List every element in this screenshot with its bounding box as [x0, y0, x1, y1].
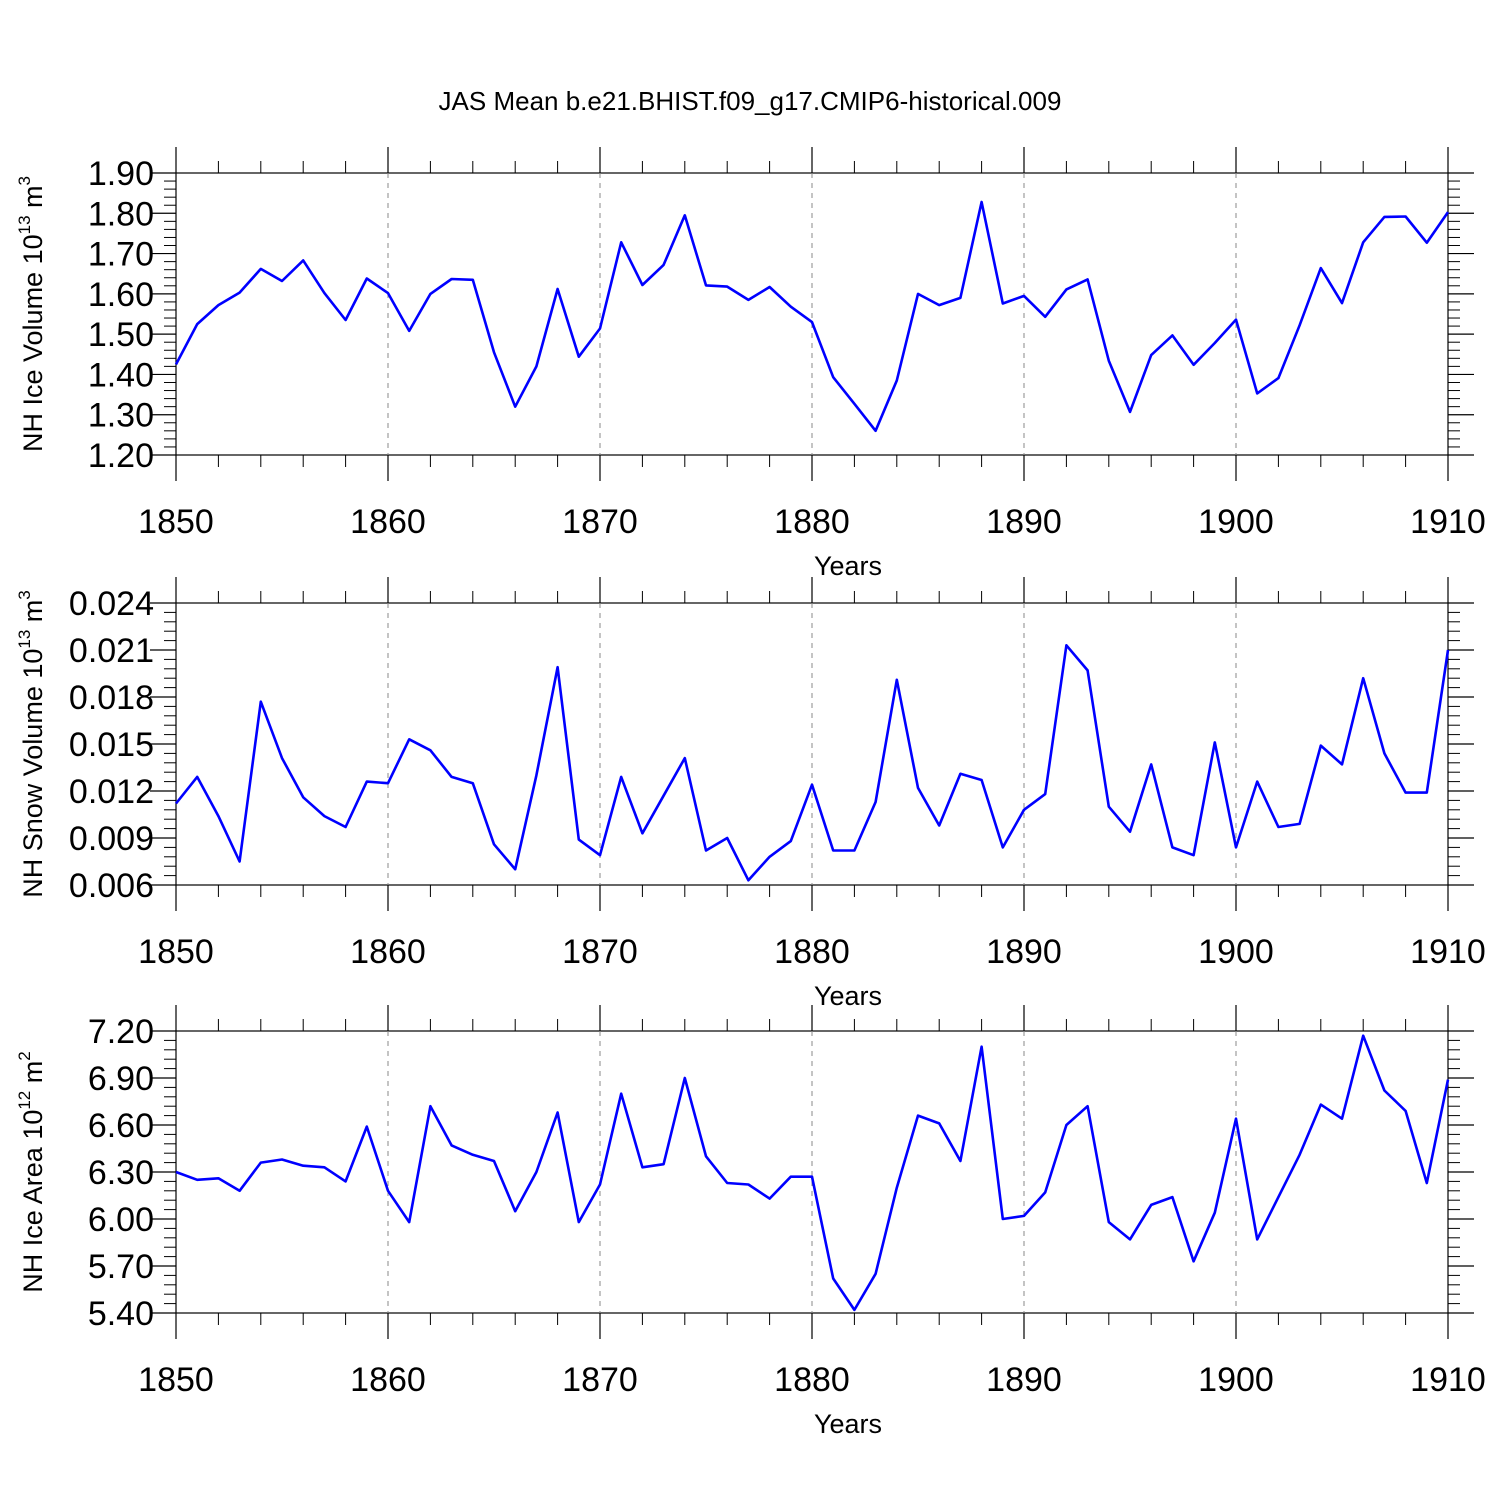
y-tick-label: 5.40	[88, 1295, 154, 1333]
x-tick-label: 1910	[1410, 1361, 1486, 1399]
panel-ice-area: 1850 1860 1870 1880 1890 1900 1910 5.40 5.70 6.00…	[15, 1005, 1486, 1439]
y-axis-label-exponent: 12	[15, 1091, 34, 1110]
x-tick-label: 1900	[1198, 503, 1274, 541]
x-axis-label: Years	[814, 1409, 882, 1439]
y-tick-label: 6.00	[88, 1201, 154, 1239]
y-axis-label-unit-exponent: 3	[15, 176, 34, 185]
y-axis-label-unit-exponent: 3	[15, 590, 34, 599]
y-axis-label-text: NH Ice Volume 10	[18, 234, 48, 452]
y-axis-label-text: NH Snow Volume 10	[18, 649, 48, 898]
chart-title: JAS Mean b.e21.BHIST.f09_g17.CMIP6-histo…	[439, 86, 1062, 116]
x-tick-label: 1910	[1410, 503, 1486, 541]
y-tick-label: 1.20	[88, 437, 154, 475]
y-axis-label-unit: m	[18, 1061, 48, 1091]
x-axis-label: Years	[814, 981, 882, 1011]
y-axis-label-exponent: 13	[15, 630, 34, 649]
y-tick-label: 0.012	[69, 773, 154, 811]
x-tick-label: 1860	[350, 933, 426, 971]
y-axis-label: NH Snow Volume 1013 m3	[15, 590, 48, 898]
y-tick-label: 0.021	[69, 632, 154, 670]
x-tick-label: 1900	[1198, 1361, 1274, 1399]
y-axis-label-text: NH Ice Area 10	[18, 1110, 48, 1293]
y-tick-label: 0.009	[69, 820, 154, 858]
x-tick-label: 1880	[774, 933, 850, 971]
y-tick-label: 5.70	[88, 1248, 154, 1286]
y-tick-label: 1.50	[88, 316, 154, 354]
x-tick-label: 1870	[562, 933, 638, 971]
y-axis-label-unit: m	[18, 600, 48, 630]
x-tick-label: 1910	[1410, 933, 1486, 971]
y-tick-label: 0.006	[69, 867, 154, 905]
y-tick-label: 1.80	[88, 195, 154, 233]
y-axis-label-exponent: 13	[15, 215, 34, 234]
x-tick-label: 1890	[986, 1361, 1062, 1399]
y-axis-label-unit-exponent: 2	[15, 1051, 34, 1060]
y-tick-label: 0.024	[69, 585, 154, 623]
y-tick-label: 1.70	[88, 236, 154, 274]
y-tick-label: 1.60	[88, 276, 154, 314]
series-line	[174, 643, 1450, 882]
y-tick-label: 1.30	[88, 397, 154, 435]
series-line	[174, 200, 1450, 433]
x-tick-label: 1850	[138, 1361, 214, 1399]
x-tick-label: 1890	[986, 503, 1062, 541]
x-tick-label: 1860	[350, 1361, 426, 1399]
x-tick-label: 1880	[774, 1361, 850, 1399]
y-tick-label: 7.20	[88, 1013, 154, 1051]
y-axis-label: NH Ice Area 1012 m2	[15, 1051, 48, 1292]
x-tick-label: 1880	[774, 503, 850, 541]
y-axis-label: NH Ice Volume 1013 m3	[15, 176, 48, 452]
x-tick-label: 1890	[986, 933, 1062, 971]
y-tick-label: 6.60	[88, 1107, 154, 1145]
series-line	[175, 1034, 1450, 1312]
panel-snow-volume: 1850 1860 1870 1880 1890 1900 1910 0.006 0.009 0.…	[15, 577, 1486, 1011]
x-tick-label: 1850	[138, 933, 214, 971]
x-tick-label: 1850	[138, 503, 214, 541]
y-tick-label: 0.018	[69, 679, 154, 717]
y-tick-label: 6.30	[88, 1154, 154, 1192]
y-axis-label-unit: m	[18, 185, 48, 215]
x-tick-label: 1870	[562, 503, 638, 541]
y-tick-label: 6.90	[88, 1060, 154, 1098]
x-tick-label: 1870	[562, 1361, 638, 1399]
panel-ice-volume: 1850 1860 1870 1880 1890 1900 1910 1.201.301.40…	[15, 147, 1486, 581]
y-tick-label: 1.90	[88, 155, 154, 193]
x-axis-label: Years	[814, 551, 882, 581]
y-tick-label: 0.015	[69, 726, 154, 764]
x-tick-label: 1860	[350, 503, 426, 541]
x-tick-label: 1900	[1198, 933, 1274, 971]
y-tick-label: 1.40	[88, 356, 154, 394]
